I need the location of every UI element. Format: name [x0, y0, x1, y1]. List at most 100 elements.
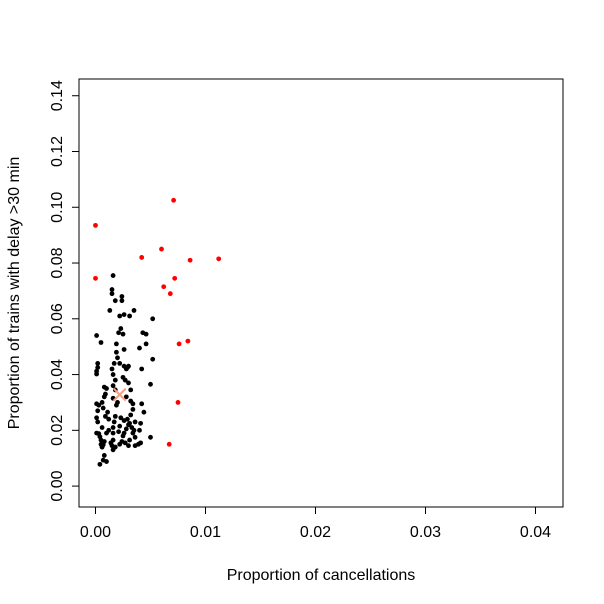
- data-point-black: [112, 444, 118, 450]
- data-point-red: [175, 400, 181, 405]
- data-point-black: [106, 416, 112, 422]
- data-point-black: [122, 377, 128, 383]
- data-point-black: [137, 345, 142, 351]
- data-point-black: [150, 316, 156, 322]
- data-point-black: [100, 405, 106, 411]
- data-point-black: [126, 443, 131, 449]
- data-point-black: [119, 294, 125, 299]
- mean-marker: [112, 387, 127, 402]
- data-point-black: [125, 416, 130, 422]
- data-point-black: [110, 372, 116, 377]
- data-point-black: [95, 361, 101, 366]
- data-point-black: [96, 402, 102, 408]
- y-tick-label: 0.00: [49, 470, 66, 501]
- y-tick-label: 0.08: [49, 247, 66, 278]
- data-point-black: [131, 308, 137, 313]
- data-point-black: [110, 383, 116, 389]
- data-point-black: [127, 420, 132, 426]
- data-point-black: [111, 361, 117, 366]
- data-point-black: [130, 407, 136, 412]
- data-point-black: [141, 409, 147, 415]
- data-point-black: [94, 415, 99, 421]
- data-point-red: [93, 222, 98, 228]
- data-point-black: [130, 430, 136, 436]
- data-point-black: [132, 419, 138, 425]
- data-point-black: [119, 298, 125, 304]
- data-point-black: [123, 426, 129, 432]
- data-point-black: [95, 419, 101, 425]
- data-point-black: [112, 298, 118, 304]
- data-point-black: [104, 430, 109, 436]
- y-tick-label: 0.02: [49, 415, 66, 446]
- data-point-black: [94, 333, 99, 338]
- data-point-black: [123, 394, 129, 400]
- data-point-black: [109, 291, 115, 297]
- data-point-black: [101, 384, 107, 390]
- data-point-black: [112, 377, 118, 383]
- x-axis-title: Proportion of cancellations: [227, 567, 416, 584]
- data-point-black: [101, 439, 107, 444]
- data-point-black: [148, 434, 153, 440]
- data-point-black: [117, 313, 123, 319]
- data-point-black: [138, 420, 144, 426]
- data-point-black: [98, 340, 104, 345]
- data-point-black: [150, 356, 156, 362]
- y-tick-label: 0.06: [49, 303, 66, 334]
- data-point-red: [172, 275, 178, 281]
- data-point-black: [117, 423, 123, 429]
- data-point-black: [107, 308, 113, 313]
- highlight-marker-layer: [112, 387, 127, 402]
- data-point-black: [110, 273, 116, 278]
- data-point-black: [114, 341, 119, 347]
- data-point-red: [185, 338, 191, 344]
- data-point-red: [159, 246, 164, 252]
- y-tick-label: 0.14: [49, 80, 66, 111]
- data-point-black: [143, 331, 149, 337]
- data-point-black: [116, 429, 121, 435]
- data-point-black: [127, 313, 132, 319]
- data-point-black: [115, 400, 120, 405]
- data-point-black: [121, 312, 127, 318]
- y-axis-title: Proportion of trains with delay >30 min: [6, 157, 23, 430]
- data-point-black: [137, 427, 142, 433]
- mean-marker-stroke: [112, 387, 127, 402]
- data-point-black: [94, 371, 99, 377]
- y-axis: 0.00 0.02 0.04 0.06 0.08 0.10 0.12 0.14: [49, 80, 80, 502]
- data-point-black: [117, 441, 123, 447]
- x-tick-label: 0.01: [190, 524, 221, 541]
- data-point-black: [99, 444, 105, 450]
- data-point-black: [99, 425, 105, 430]
- data-point-black: [121, 347, 127, 352]
- data-point-black: [118, 415, 124, 421]
- data-point-black: [127, 437, 132, 443]
- data-point-black: [115, 355, 120, 361]
- data-point-black: [138, 440, 144, 446]
- data-point-black: [125, 365, 130, 370]
- data-point-black: [95, 408, 101, 414]
- x-tick-label: 0.03: [410, 524, 441, 541]
- data-point-black: [111, 419, 117, 425]
- data-point-red: [216, 256, 222, 262]
- y-tick-label: 0.12: [49, 136, 66, 167]
- data-point-black: [128, 412, 134, 418]
- data-point-black: [139, 401, 145, 407]
- data-point-black: [126, 380, 131, 386]
- data-point-black: [101, 453, 107, 458]
- data-point-black: [118, 326, 124, 331]
- data-point-black: [103, 391, 108, 397]
- x-axis: 0.00 0.01 0.02 0.03 0.04: [80, 506, 551, 541]
- y-tick-label: 0.10: [49, 192, 66, 223]
- data-point-black: [112, 413, 118, 419]
- data-point-black: [143, 341, 149, 347]
- data-point-red: [176, 341, 182, 347]
- data-point-black: [103, 413, 108, 419]
- data-point-black: [116, 330, 121, 336]
- data-point-black: [104, 459, 109, 464]
- data-point-black: [99, 400, 105, 405]
- data-point-black: [109, 366, 115, 372]
- data-point-black: [120, 433, 126, 439]
- data-point-black: [130, 401, 136, 407]
- data-point-black: [105, 409, 110, 415]
- data-point-red: [161, 284, 167, 290]
